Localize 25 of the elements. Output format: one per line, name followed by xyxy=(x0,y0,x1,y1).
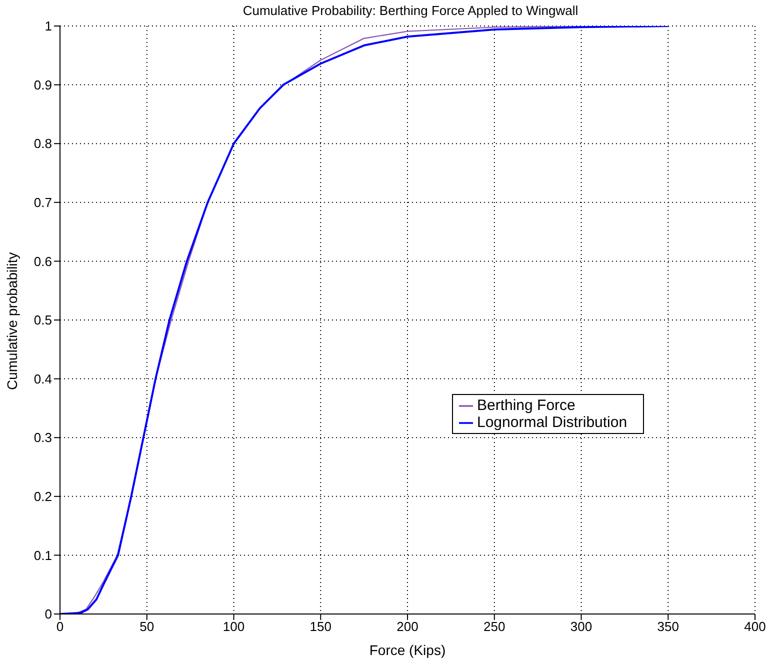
legend-label: Lognormal Distribution xyxy=(477,414,628,431)
x-tick-label: 100 xyxy=(222,619,245,634)
x-tick-label: 0 xyxy=(56,619,64,634)
x-tick-label: 200 xyxy=(396,619,418,634)
x-tick-label: 250 xyxy=(484,619,506,634)
y-tick-label: 0.2 xyxy=(34,489,52,504)
y-tick-label: 0.8 xyxy=(34,136,52,152)
legend-label: Berthing Force xyxy=(477,397,576,414)
y-tick-label: 0.5 xyxy=(34,312,52,328)
y-tick-label: 0.1 xyxy=(34,548,52,563)
y-tick-label: 0 xyxy=(44,606,52,622)
y-tick-label: 0.7 xyxy=(34,195,52,210)
y-tick-label: 0.3 xyxy=(34,430,52,446)
x-tick-label: 150 xyxy=(310,619,332,634)
y-tick-label: 0.9 xyxy=(34,77,52,92)
chart-title: Cumulative Probability: Berthing Force Appled to Wingwall xyxy=(242,3,580,18)
y-tick-label: 0.4 xyxy=(34,371,52,386)
x-tick-label: 50 xyxy=(140,619,154,634)
x-tick-label: 350 xyxy=(657,619,679,634)
x-tick-label: 300 xyxy=(570,619,592,634)
y-axis-title: Cumulative probability xyxy=(4,252,20,390)
x-axis-title: Force (Kips) xyxy=(369,642,446,658)
y-tick-label: 1 xyxy=(44,18,52,34)
x-tick-label: 400 xyxy=(744,619,766,634)
y-tick-label: 0.6 xyxy=(34,254,52,269)
